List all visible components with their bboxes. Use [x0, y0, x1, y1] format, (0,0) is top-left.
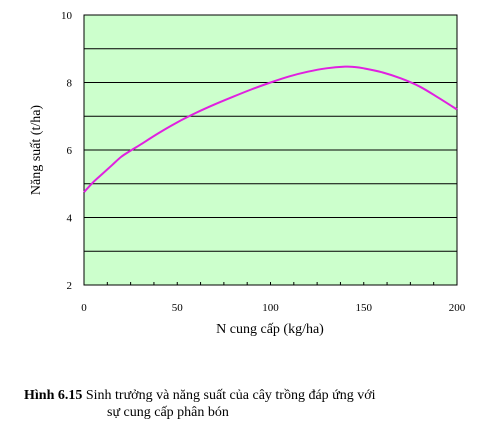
- x-axis-title: N cung cấp (kg/ha): [216, 322, 324, 337]
- x-tick-label: 200: [449, 302, 466, 314]
- caption-label: Hình 6.15: [24, 388, 83, 403]
- y-tick-labels: 2 4 6 8 10: [61, 10, 73, 292]
- y-tick-label: 4: [67, 213, 73, 225]
- figure-caption: Hình 6.15 Sinh trưởng và năng suất của c…: [24, 387, 464, 421]
- y-tick-label: 10: [61, 10, 73, 22]
- caption-line2: sự cung cấp phân bón: [107, 405, 229, 420]
- y-tick-label: 8: [67, 78, 73, 90]
- tick-marks: [83, 282, 458, 285]
- x-tick-label: 100: [262, 302, 279, 314]
- series-line: [83, 65, 458, 193]
- x-tick-labels: 0 50 100 150 200: [81, 302, 466, 314]
- chart: 2 4 6 8 10 0 50 100 150 200 N cung cấp (kg/ha) N…: [29, 10, 466, 337]
- y-tick-label: 2: [67, 280, 73, 292]
- caption-line1: Sinh trưởng và năng suất của cây trồng đ…: [85, 388, 376, 403]
- y-tick-label: 6: [67, 145, 73, 157]
- x-tick-label: 150: [356, 302, 373, 314]
- x-tick-label: 50: [172, 302, 184, 314]
- x-tick-label: 0: [81, 302, 87, 314]
- y-axis-title: Năng suất (t/ha): [29, 105, 44, 196]
